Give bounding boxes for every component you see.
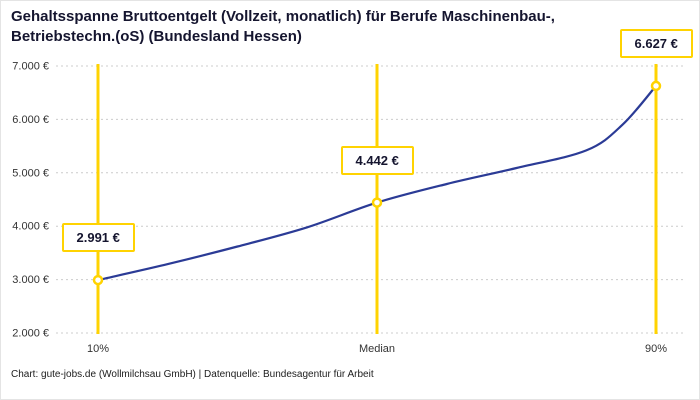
attribution-text: Chart: gute-jobs.de (Wollmilchsau GmbH) … <box>11 369 374 380</box>
data-point-markers <box>92 80 662 286</box>
data-point-marker <box>371 197 383 208</box>
x-axis-labels: 10% Median 90% <box>87 343 667 355</box>
x-tick-label: 10% <box>87 343 109 355</box>
x-tick-label: Median <box>359 343 395 355</box>
y-axis-labels: 2.000 € 3.000 € 4.000 € 5.000 € 6.000 € 7.000… <box>12 61 49 340</box>
data-point-marker <box>92 274 104 286</box>
x-tick-label: 90% <box>645 343 667 355</box>
y-tick-label: 4.000 € <box>12 221 49 233</box>
gridlines <box>56 65 686 334</box>
y-tick-label: 3.000 € <box>12 274 49 286</box>
salary-curve <box>96 84 658 282</box>
y-tick-label: 2.000 € <box>12 328 49 340</box>
y-tick-label: 5.000 € <box>12 167 49 179</box>
data-point-marker <box>650 80 662 92</box>
chart-title: Gehaltsspanne Bruttoentgelt (Vollzeit, m… <box>11 8 555 46</box>
y-tick-label: 6.000 € <box>12 114 49 126</box>
y-tick-label: 7.000 € <box>12 61 49 73</box>
